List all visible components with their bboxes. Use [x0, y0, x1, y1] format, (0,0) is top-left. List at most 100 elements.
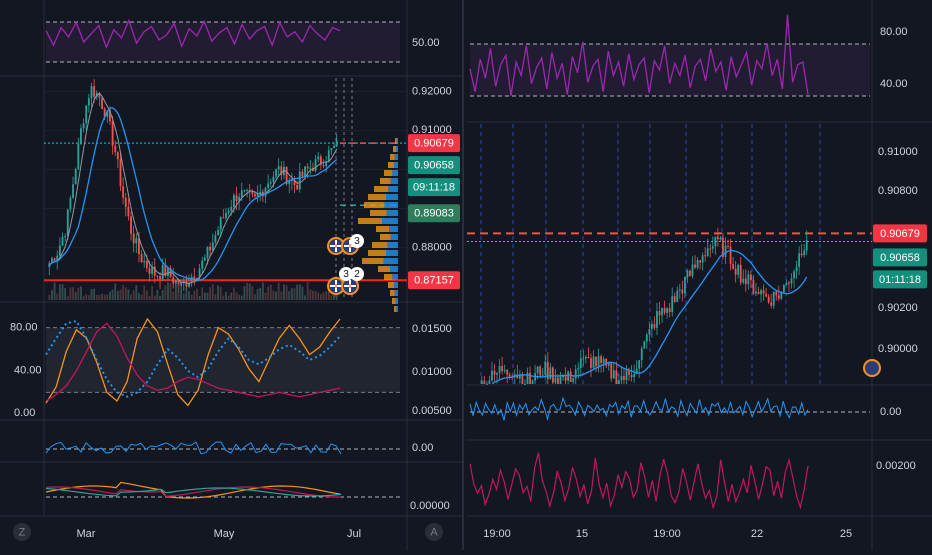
left-candle-body	[275, 169, 277, 177]
right-candle-body	[615, 370, 618, 384]
left-candle-body	[159, 276, 161, 280]
left-volume-bar	[135, 285, 138, 300]
left-volume-bar	[240, 295, 243, 300]
left-volume-bar	[238, 294, 241, 300]
left-price-tick: 0.88000	[412, 241, 452, 253]
right-countdown-tag-bg	[873, 270, 927, 289]
left-candle-body	[156, 275, 159, 277]
left-candle-body	[290, 180, 293, 182]
right-candle-body	[719, 237, 722, 240]
right-candle-body	[755, 291, 757, 294]
right-candle-body	[531, 380, 534, 384]
right-oscillator-panes[interactable]	[469, 396, 870, 510]
left-osc1-line	[45, 441, 342, 455]
left-candle-body	[77, 143, 80, 170]
right-rsi-band	[470, 44, 870, 96]
right-candle-body	[727, 245, 729, 247]
right-osc1-line	[469, 396, 809, 422]
left-volume-bar	[159, 295, 161, 300]
right-osc2-line	[469, 452, 809, 510]
volume-profile-bar	[380, 178, 391, 184]
right-price-pane[interactable]	[467, 124, 881, 385]
left-candle-body	[240, 190, 243, 197]
volume-profile-bar	[392, 170, 398, 176]
left-countdown-tag: 09:11:18	[408, 178, 460, 197]
left-candle-body	[214, 235, 217, 243]
left-volume-bar	[306, 282, 309, 300]
right-candle-body	[704, 255, 707, 257]
volume-profile-bar	[364, 202, 385, 208]
left-volume-bar	[312, 290, 314, 300]
left-badge-text: Z	[19, 526, 26, 538]
left-stoch-pane[interactable]	[45, 317, 400, 407]
right-candle-body	[775, 291, 778, 296]
right-ma-line	[491, 249, 808, 385]
volume-profile-bar	[380, 234, 391, 240]
right-candle-body	[739, 264, 742, 283]
volume-profile-bar	[388, 186, 398, 192]
left-volume-bar	[114, 283, 117, 300]
right-candle-body	[734, 268, 737, 275]
left-volume-bar	[185, 287, 188, 300]
left-volume-bar	[69, 287, 72, 300]
left-volume-bar	[87, 295, 90, 300]
volume-profile-bar	[394, 290, 398, 296]
left-bid-price-tag: 0.90658	[408, 156, 460, 175]
right-candle-body	[503, 369, 506, 372]
left-candle-body	[203, 257, 206, 261]
left-volume-bar	[293, 288, 296, 300]
right-price-tick: 0.91000	[878, 146, 918, 158]
left-candle-body	[69, 197, 72, 210]
left-candle-body	[243, 190, 246, 192]
flag-count-text: 3	[343, 269, 349, 280]
left-oscillator-panes[interactable]	[45, 441, 400, 499]
right-rsi-pane[interactable]	[469, 14, 870, 97]
left-candle-body	[140, 254, 143, 263]
right-candle-body	[541, 374, 544, 376]
right-candle-body	[752, 279, 755, 294]
right-candle-body	[600, 356, 603, 364]
volume-profile-bar	[394, 306, 397, 312]
left-candle-body	[82, 123, 85, 129]
left-candle-body	[56, 255, 59, 262]
left-candle-body	[180, 281, 183, 286]
right-candle-body	[635, 368, 638, 375]
right-time-tick: 25	[840, 528, 852, 540]
right-candle-body	[737, 264, 740, 275]
left-volume-bar	[227, 295, 230, 300]
right-candle-body	[483, 380, 486, 384]
left-candle-body	[309, 167, 312, 169]
right-candle-body	[521, 374, 524, 384]
right-candle-body	[668, 308, 671, 312]
left-volume-bar	[53, 282, 56, 300]
left-volume-bar	[132, 290, 135, 300]
right-candle-body	[559, 376, 562, 384]
left-candle-body	[246, 189, 248, 191]
left-rsi-pane[interactable]	[45, 18, 400, 63]
left-candle-body	[325, 161, 328, 167]
volume-profile-bar	[390, 266, 398, 272]
left-volume-bar	[164, 285, 167, 300]
right-candle-body	[554, 377, 557, 383]
left-candle-body	[132, 233, 135, 244]
left-price-pane[interactable]: 33 2	[44, 78, 407, 312]
right-candle-body	[803, 250, 806, 256]
left-volume-bar	[222, 295, 225, 300]
left-candle-body	[101, 97, 103, 109]
left-volume-bar	[235, 292, 238, 300]
left-candle-body	[269, 182, 272, 184]
right-candle-body	[650, 323, 653, 330]
left-candle-body	[327, 150, 330, 162]
right-candle-body	[590, 358, 592, 368]
left-volume-bar	[285, 285, 288, 300]
right-candle-body	[691, 264, 694, 276]
volume-profile-bar	[384, 274, 393, 280]
left-rsi-tick: 50.00	[412, 37, 440, 49]
left-candle-body	[64, 236, 67, 238]
left-volume-bar	[56, 293, 59, 300]
left-candle-body	[182, 281, 185, 283]
left-last-price-tag: 0.90679	[408, 134, 460, 153]
volume-profile-bar	[396, 306, 398, 312]
